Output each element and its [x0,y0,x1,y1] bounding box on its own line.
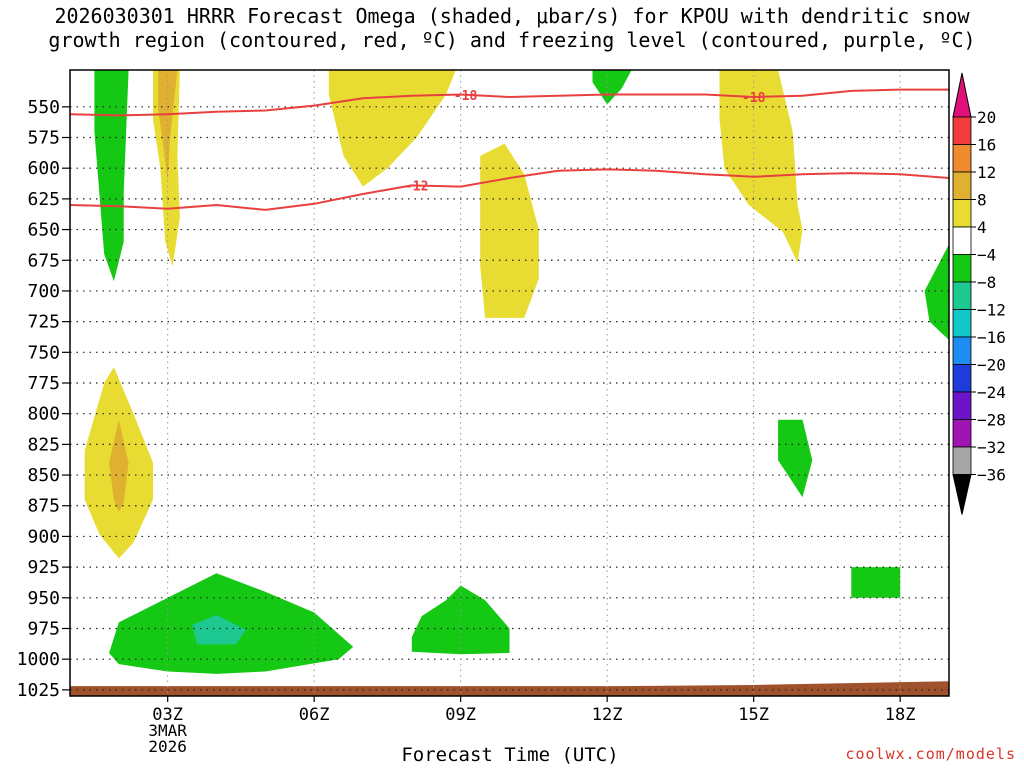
colorbar-swatch-0 [952,116,972,145]
y-tick-label-875: 875 [27,496,60,517]
y-tick-label-900: 900 [27,526,60,547]
y-tick-label-675: 675 [27,250,60,271]
omega-region-11 [851,567,901,598]
chart-title: 2026030301 HRRR Forecast Omega (shaded, … [0,4,1024,52]
x-tick-label-09Z: 09Z [445,705,476,725]
omega-region-7 [924,244,949,340]
colorbar-label--24: −24 [977,383,1006,402]
colorbar-swatch-6 [952,281,972,310]
omega-region-6 [719,70,803,263]
colorbar-bottom-arrow [952,474,972,515]
colorbar-swatch-4 [952,226,972,255]
x-axis-label: Forecast Time (UTC) [401,744,619,766]
omega-region-3 [328,70,456,187]
colorbar-swatch-9 [952,364,972,393]
colorbar-label--12: −12 [977,301,1006,320]
colorbar-swatch-8 [952,336,972,365]
colorbar-swatch-2 [952,171,972,200]
title-line-1: 2026030301 HRRR Forecast Omega (shaded, … [54,4,970,28]
y-tick-label-775: 775 [27,373,60,394]
credit-link[interactable]: coolwx.com/models [845,745,1016,763]
omega-region-5 [592,70,632,105]
colorbar-label--20: −20 [977,356,1006,375]
colorbar-swatch-10 [952,391,972,420]
colorbar-label--28: −28 [977,411,1006,430]
colorbar-label--32: −32 [977,438,1006,457]
colorbar-label--36: −36 [977,466,1006,485]
contour-label-1-0: -12 [405,180,428,195]
y-tick-label-550: 550 [27,97,60,118]
x-tick-label-06Z: 06Z [299,705,330,725]
colorbar-top-arrow [952,72,972,118]
y-tick-label-850: 850 [27,465,60,486]
pressure-axis: 550 575 600 625 650 675 700 725 750 775 800 825 850 8… [17,97,70,701]
y-tick-label-800: 800 [27,404,60,425]
contour-label-0-1: -18 [742,91,766,106]
title-line-2: growth region (contoured, red, ºC) and f… [48,28,976,52]
contour-line-0 [69,88,949,117]
colorbar-label-20: 20 [977,108,996,127]
omega-region-4 [480,143,539,318]
omega-region-14 [411,585,510,655]
colorbar-swatch-1 [952,144,972,173]
y-tick-label-950: 950 [27,588,60,609]
y-tick-label-625: 625 [27,189,60,210]
y-tick-label-750: 750 [27,342,60,363]
colorbar-label-12: 12 [977,163,996,182]
colorbar-label--8: −8 [977,273,996,292]
y-tick-label-575: 575 [27,128,60,149]
temperature-contours: -18 -18 -12 [69,88,950,211]
terrain-band [70,681,949,696]
y-tick-label-825: 825 [27,434,60,455]
y-tick-label-600: 600 [27,158,60,179]
omega-region-13 [192,615,246,645]
y-tick-label-975: 975 [27,618,60,639]
omega-region-0 [94,70,129,282]
x-tick-label-18Z: 18Z [885,705,916,725]
x-tick-label-03Z: 03Z [152,705,183,725]
colorbar-label--16: −16 [977,328,1006,347]
y-tick-label-925: 925 [27,557,60,578]
x-tick-date: 3MAR [148,721,187,740]
colorbar-swatch-12 [952,446,972,475]
omega-shading [84,70,949,674]
colorbar-label-8: 8 [977,191,987,210]
y-tick-label-1000: 1000 [17,649,60,670]
y-tick-label-725: 725 [27,312,60,333]
terrain-fill [70,681,949,696]
x-tick-label-15Z: 15Z [738,705,769,725]
colorbar-label-16: 16 [977,136,996,155]
colorbar-label--4: −4 [977,246,996,265]
colorbar-swatch-5 [952,254,972,283]
colorbar-swatch-7 [952,309,972,338]
x-tick-label-12Z: 12Z [592,705,623,725]
omega-region-9 [109,419,129,512]
y-tick-label-1025: 1025 [17,680,60,701]
y-tick-label-650: 650 [27,220,60,241]
contour-label-0-0: -18 [454,89,478,104]
y-tick-label-700: 700 [27,281,60,302]
colorbar-swatch-11 [952,419,972,448]
colorbar-label-4: 4 [977,218,987,237]
x-tick-year: 2026 [148,737,187,756]
colorbar-swatch-3 [952,199,972,228]
omega-region-10 [778,419,813,498]
contour-line-1 [69,168,950,211]
omega-colorbar: 20 16 12 8 4 −4 −8 −12 −16 −20 −24 −28 −32 −36 [952,72,1006,515]
